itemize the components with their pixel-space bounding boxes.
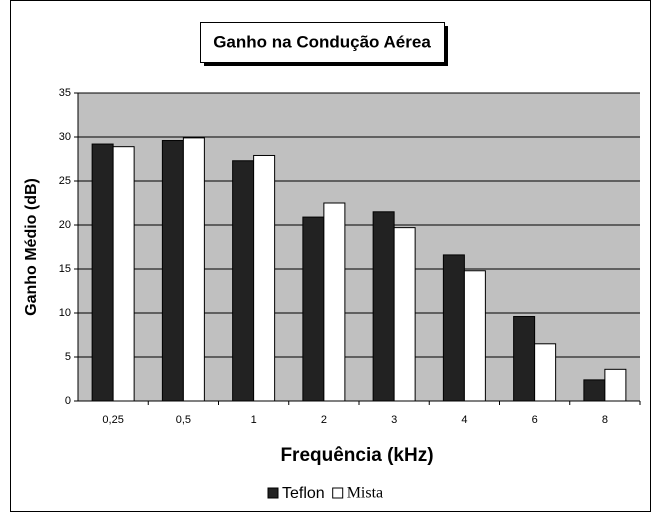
legend-swatch bbox=[267, 487, 279, 499]
x-axis-label: Frequência (kHz) bbox=[280, 445, 433, 466]
x-tick-label: 0,5 bbox=[176, 414, 191, 426]
bar bbox=[253, 154, 276, 402]
legend-label: Teflon bbox=[282, 485, 325, 502]
y-tick-label: 20 bbox=[59, 219, 71, 231]
bar bbox=[463, 270, 486, 402]
y-tick-label: 35 bbox=[59, 87, 71, 99]
y-tick-label: 25 bbox=[59, 175, 71, 187]
y-tick-label: 10 bbox=[59, 307, 71, 319]
title-box bbox=[200, 22, 445, 63]
y-tick-label: 15 bbox=[59, 263, 71, 275]
y-tick-label: 30 bbox=[59, 131, 71, 143]
x-tick-label: 1 bbox=[251, 414, 257, 426]
x-tick-label: 4 bbox=[461, 414, 467, 426]
bar bbox=[372, 211, 395, 402]
bar bbox=[323, 202, 346, 402]
x-tick-label: 8 bbox=[602, 414, 608, 426]
y-tick-label: 5 bbox=[65, 351, 71, 363]
bar bbox=[513, 316, 536, 402]
bar bbox=[91, 143, 114, 402]
chart-title: Ganho na Condução Aérea bbox=[213, 32, 431, 51]
y-tick-label: 0 bbox=[65, 395, 71, 407]
x-tick-label: 0,25 bbox=[102, 414, 123, 426]
legend-label: Mista bbox=[347, 485, 383, 502]
bar bbox=[583, 379, 606, 402]
x-tick-label: 3 bbox=[391, 414, 397, 426]
bar bbox=[182, 137, 205, 402]
x-tick-label: 2 bbox=[321, 414, 327, 426]
y-axis-label: Ganho Médio (dB) bbox=[23, 178, 40, 316]
bar bbox=[302, 216, 325, 402]
legend-swatch bbox=[332, 487, 344, 499]
bar bbox=[232, 160, 255, 402]
x-tick-label: 6 bbox=[532, 414, 538, 426]
bar bbox=[112, 146, 135, 402]
bar bbox=[161, 140, 184, 402]
bar bbox=[534, 343, 557, 402]
bar bbox=[393, 227, 416, 402]
bar bbox=[604, 368, 627, 402]
bar bbox=[442, 254, 465, 402]
